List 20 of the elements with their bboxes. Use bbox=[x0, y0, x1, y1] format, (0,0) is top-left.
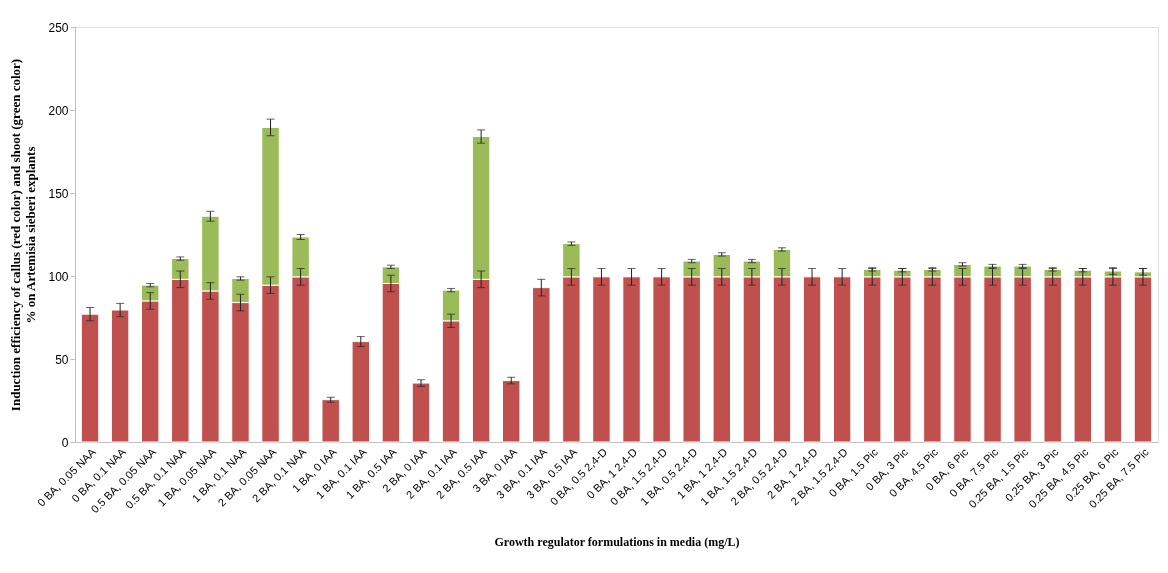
bar bbox=[592, 276, 611, 443]
bar bbox=[80, 313, 100, 443]
bar bbox=[532, 287, 551, 443]
y-tick-label: 0 bbox=[61, 435, 69, 450]
bar bbox=[622, 276, 641, 443]
x-axis-title: Growth regulator formulations in media (mg/L) bbox=[494, 535, 740, 550]
bar bbox=[321, 399, 340, 443]
bar bbox=[652, 276, 671, 443]
bar bbox=[832, 276, 852, 443]
bar bbox=[802, 276, 822, 443]
bar bbox=[351, 341, 371, 443]
y-tick-label: 50 bbox=[55, 352, 69, 367]
bar bbox=[411, 382, 431, 443]
y-tick-label: 250 bbox=[48, 20, 69, 35]
y-axis-title: Induction efficiency of callus (red color) and shoot (green color) % on Artemisia sieberi explants bbox=[8, 58, 39, 412]
y-tick-label: 100 bbox=[48, 269, 69, 284]
y-tick-label: 150 bbox=[48, 186, 69, 201]
y-tick-label: 200 bbox=[48, 103, 69, 118]
bar bbox=[501, 380, 521, 443]
bar bbox=[110, 309, 130, 443]
